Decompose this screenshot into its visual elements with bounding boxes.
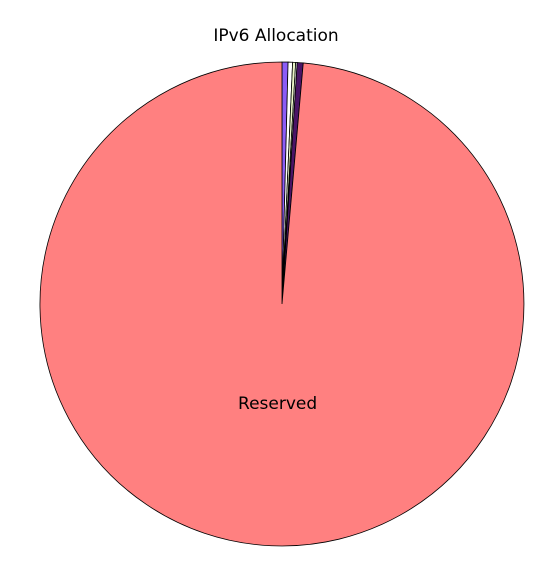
chart-title: IPv6 Allocation (213, 26, 338, 46)
pie-labels: Reserved (238, 394, 317, 414)
pie-slices (39, 61, 525, 547)
pie-slice-reserved (39, 61, 525, 547)
pie-label-reserved: Reserved (238, 394, 317, 414)
